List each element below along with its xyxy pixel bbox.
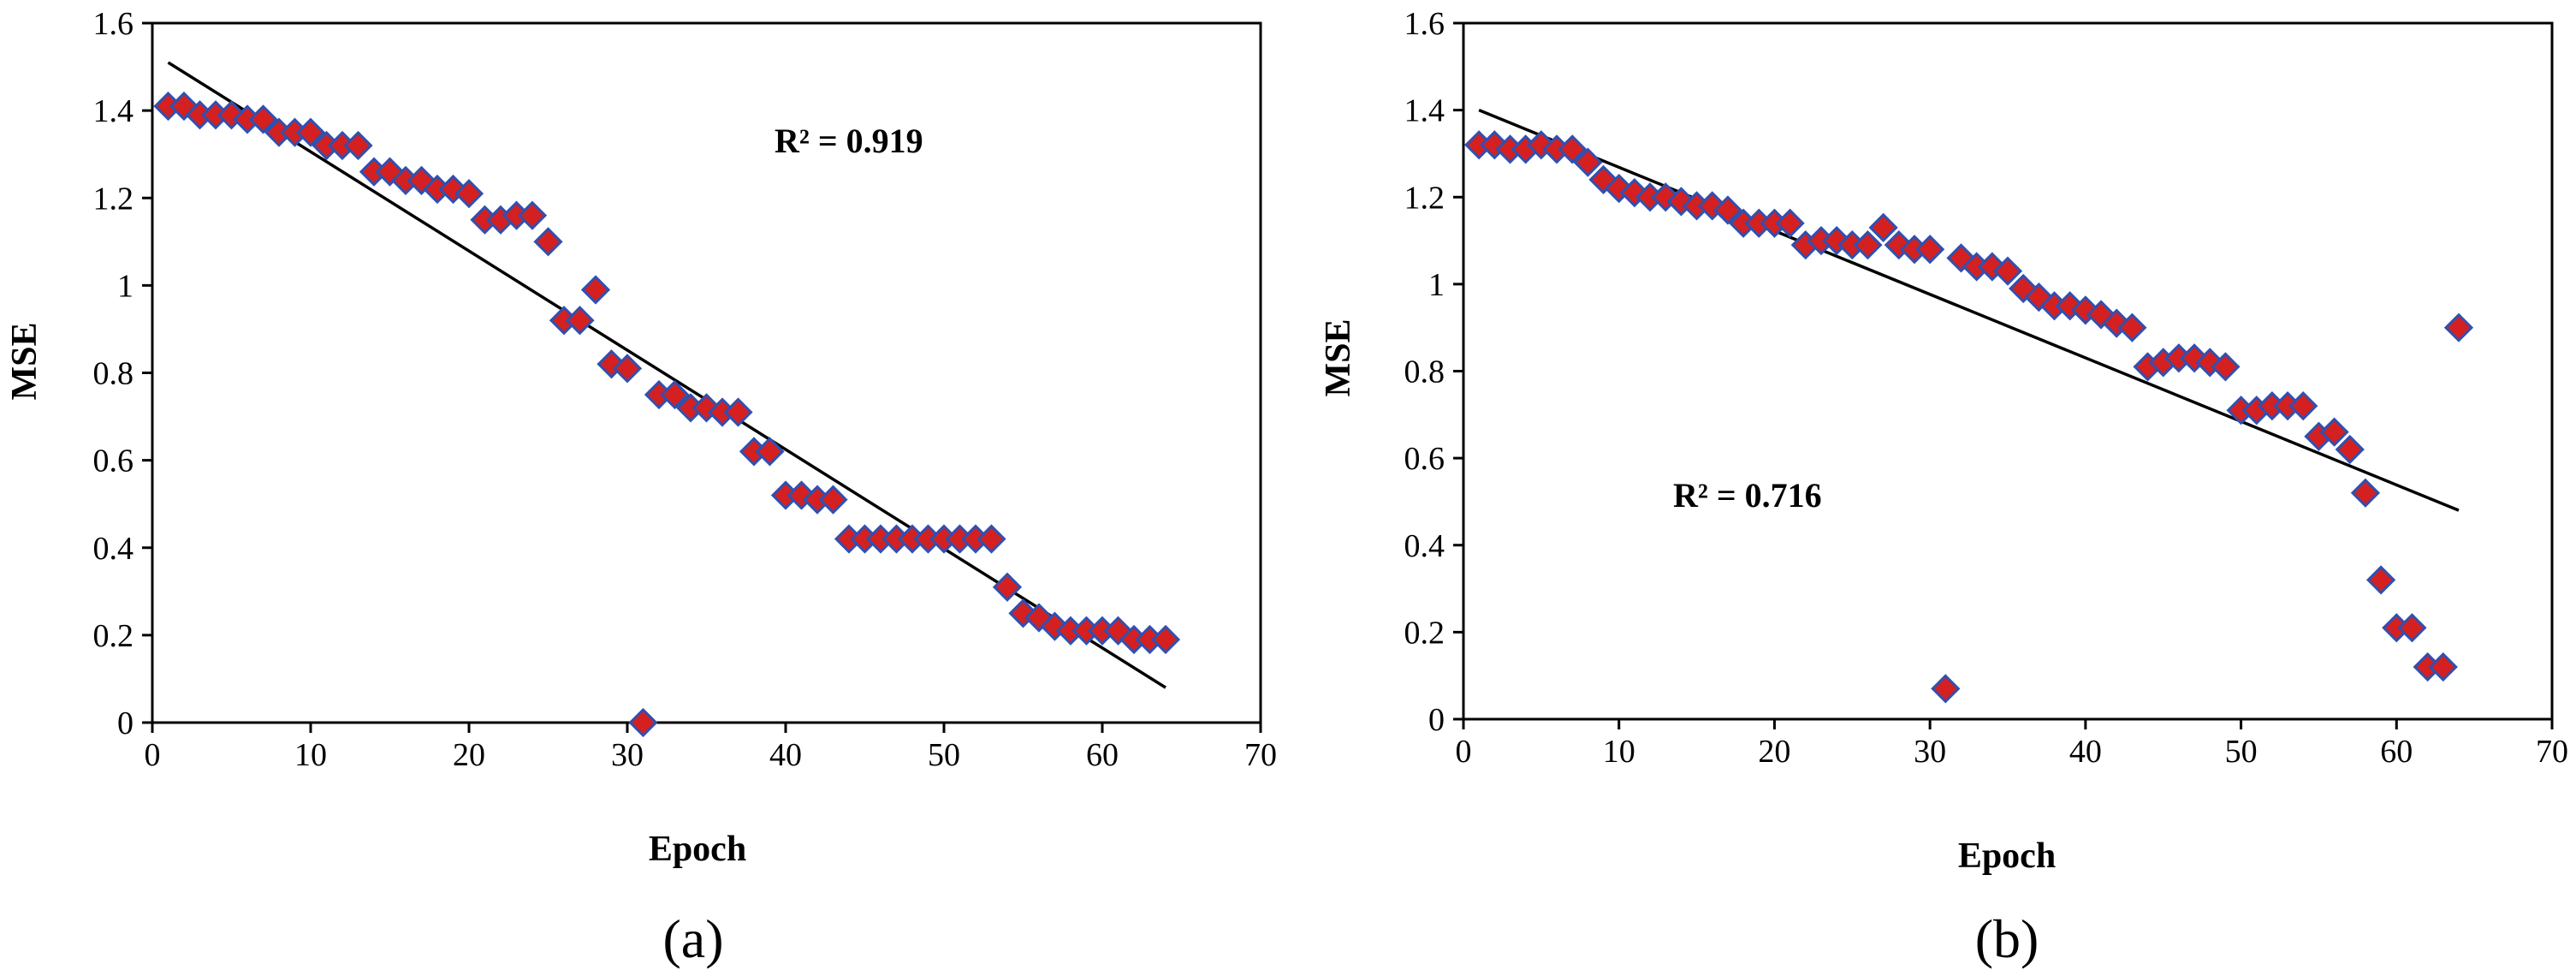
x-tick-label-a: 0 [145,737,161,773]
x-ticks-b: 0 10 20 30 40 50 60 70 [1456,719,2568,770]
x-tick-label-a: 30 [611,737,644,773]
data-point-a [517,200,548,230]
data-point-a [723,397,753,427]
x-tick-label-b: 0 [1456,734,1472,770]
y-tick-label-b: 0 [1428,702,1445,738]
plot-frame-b [1462,21,2554,721]
x-tick-label-a: 60 [1086,737,1119,773]
data-point-b [2397,613,2427,643]
data-point-b [1775,208,1805,238]
x-tick-label-a: 70 [1244,737,1277,773]
data-point-b [2365,565,2396,595]
data-point-b [1558,134,1588,164]
y-tick-label-a: 0 [117,705,134,741]
data-point-a [755,437,785,467]
data-point-a [992,572,1023,602]
data-point-b [2211,352,2241,382]
y-tick-label-b: 1.6 [1404,6,1445,42]
trendline-a [167,61,1166,689]
data-point-b [1712,195,1743,225]
data-point-b [1868,212,1898,242]
data-point-a [454,179,484,209]
y-tick-label-a: 1.2 [93,181,134,217]
x-tick-label-a: 10 [294,737,327,773]
chart-panel-a: 0 10 20 30 40 50 60 70 00.20.40.60.811.21.41.6 … [5,6,1277,969]
y-tick-label-b: 0.2 [1404,615,1445,651]
y-tick-label-b: 1.4 [1404,93,1445,129]
y-tick-label-a: 0.6 [93,443,134,479]
data-point-b [1992,256,2023,286]
y-tick-label-b: 0.8 [1404,354,1445,390]
y-ticks-b: 0 0.2 0.4 0.6 0.8 1 1.2 1.4 1.6 [1404,6,1463,738]
x-tick-label-b: 10 [1603,734,1635,770]
y-tick-label-b: 0.4 [1404,528,1445,564]
chart-panel-b: 0 10 20 30 40 50 60 70 00.20.40.60.811.21.41.6 … [1319,6,2568,969]
data-point-a [818,485,848,515]
data-point-a [628,707,658,738]
data-points-a [153,91,1181,738]
y-tick-label-a: 0.4 [93,531,134,567]
data-point-a [660,379,690,410]
y-tick-label-a: 1 [117,268,134,304]
x-tick-label-a: 50 [928,737,960,773]
data-point-a [1150,624,1181,655]
x-tick-label-b: 60 [2380,734,2413,770]
x-tick-label-a: 20 [453,737,485,773]
data-points-b [1464,130,2474,704]
y-tick-label-b: 0.6 [1404,441,1445,477]
r-squared-annotation-b: R² = 0.716 [1673,476,1822,515]
y-tick-label-a: 0.8 [93,356,134,392]
y-ticks-a: 0 0.2 0.4 0.6 0.8 1 1.2 1.4 1.6 [93,6,152,741]
y-axis-title-a: MSE [5,322,45,400]
x-tick-label-b: 70 [2536,734,2568,770]
y-tick-label-a: 1.4 [93,93,134,129]
data-point-a [533,227,563,257]
x-tick-label-b: 50 [2225,734,2258,770]
data-point-b [1573,147,1603,177]
x-axis-title-a: Epoch [649,830,746,869]
data-point-b [2319,417,2349,447]
trendline-b [1478,109,2460,512]
panel-caption-a: (a) [662,908,723,969]
y-tick-label-a: 1.6 [93,6,134,42]
data-point-a [612,354,643,384]
x-tick-label-a: 40 [769,737,802,773]
data-point-b [2428,652,2458,682]
x-tick-label-b: 40 [2069,734,2102,770]
data-point-a [580,275,611,305]
y-axis-title-b: MSE [1319,318,1358,396]
x-tick-label-b: 20 [1758,734,1790,770]
data-point-b [1931,674,1961,704]
data-point-b [2117,312,2147,342]
y-tick-label-b: 1.2 [1404,180,1445,216]
r-squared-annotation-a: R² = 0.919 [775,122,923,160]
data-point-a [565,306,595,336]
data-point-b [2443,312,2474,342]
x-ticks-a: 0 10 20 30 40 50 60 70 [145,723,1277,773]
data-point-b [1915,235,1945,265]
data-point-a [976,524,1006,554]
data-point-a [343,130,373,161]
x-axis-title-b: Epoch [1958,836,2056,876]
y-tick-label-b: 1 [1428,267,1445,303]
data-point-a [295,117,326,147]
data-point-b [2335,434,2365,465]
data-point-b [1853,230,1883,260]
data-point-b [2350,478,2381,508]
panel-caption-b: (b) [1975,908,2039,969]
data-point-a [248,104,278,134]
data-point-b [2288,391,2318,421]
y-tick-label-a: 0.2 [93,618,134,654]
x-tick-label-b: 30 [1914,734,1946,770]
